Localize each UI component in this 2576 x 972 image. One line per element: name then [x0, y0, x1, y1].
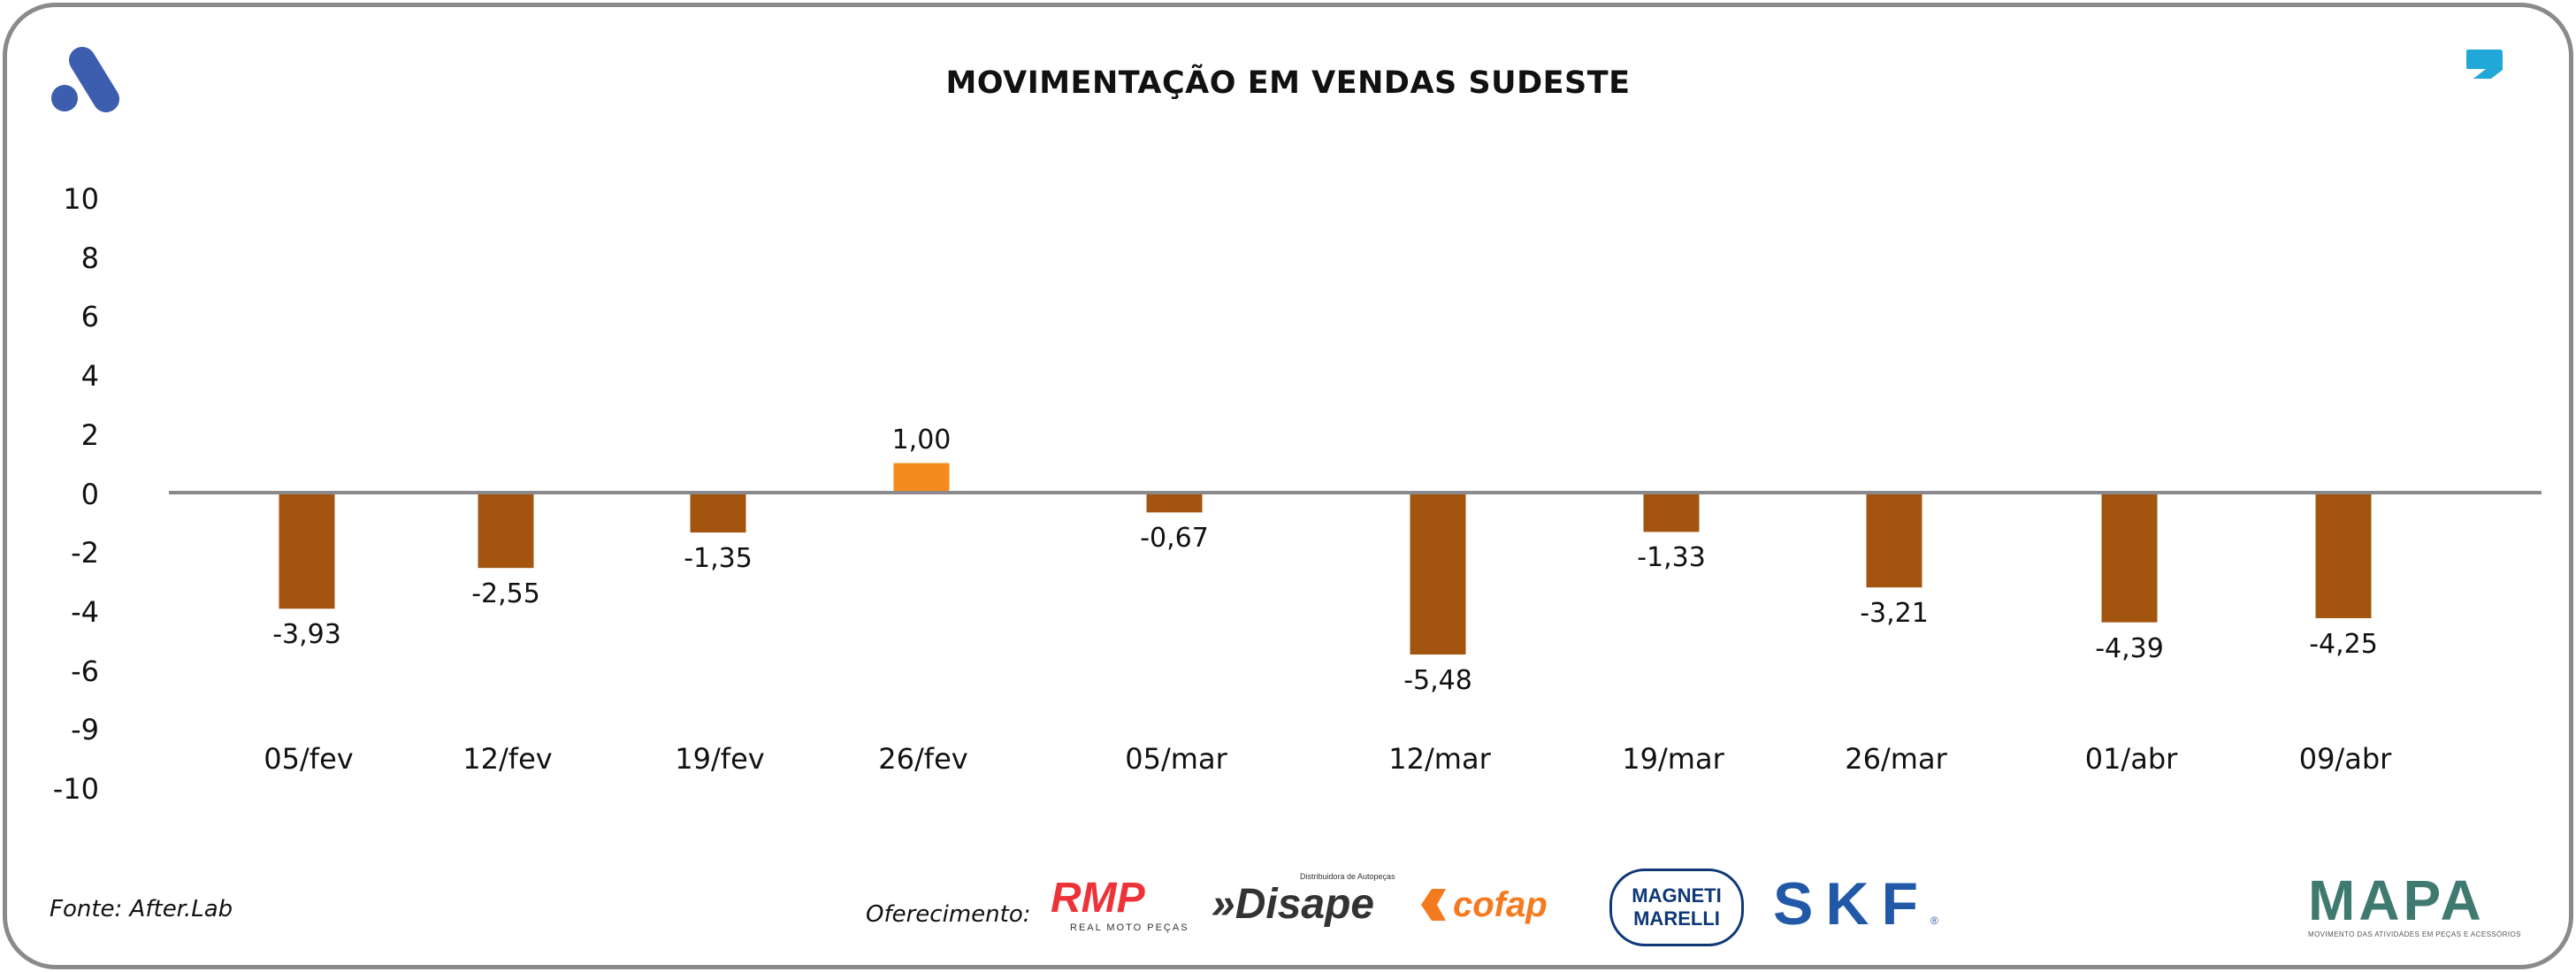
x-tick-label: 19/fev — [675, 742, 765, 776]
mapa-name: MAPA — [2308, 869, 2485, 932]
rmp-tagline: REAL MOTO PEÇAS — [1070, 922, 1189, 933]
bar — [2101, 493, 2158, 623]
y-tick-label: -9 — [71, 713, 99, 747]
data-label: -3,21 — [1860, 598, 1929, 630]
quote-logo-icon — [2466, 50, 2503, 79]
mapa-tagline: MOVIMENTO DAS ATIVIDADES EM PEÇAS E ACES… — [2308, 930, 2521, 938]
cofap-name: cofap — [1453, 885, 1548, 924]
disape-tagline: Distribuidora de Autopeças — [1300, 872, 1395, 881]
data-label: -5,48 — [1403, 665, 1472, 697]
bar — [279, 493, 335, 609]
data-label: -1,33 — [1637, 542, 1706, 574]
x-tick-label: 01/abr — [2084, 742, 2178, 776]
data-label: -4,25 — [2309, 628, 2378, 660]
registered-mark-icon: ® — [1930, 915, 1938, 927]
disape-name: Disape — [1234, 881, 1375, 928]
magneti-marelli-name: MAGNETI MARELLI — [1632, 884, 1722, 930]
y-tick-label: 2 — [80, 417, 99, 452]
chart-frame — [3, 3, 2573, 969]
source-note: Fonte: After.Lab — [50, 896, 233, 922]
data-label: -2,55 — [471, 578, 540, 610]
chart-title: MOVIMENTAÇÃO EM VENDAS SUDESTE — [945, 65, 1631, 101]
skf-logo: SKF® — [1773, 871, 1938, 937]
data-label: -1,35 — [684, 543, 753, 575]
skf-name: SKF — [1773, 870, 1930, 938]
bar — [2315, 493, 2372, 618]
y-tick-label: -2 — [71, 536, 99, 570]
disape-chevron-icon: » — [1212, 881, 1235, 928]
x-tick-label: 09/abr — [2298, 742, 2392, 776]
x-tick-label: 12/mar — [1388, 742, 1491, 776]
x-tick-label: 12/fev — [462, 742, 553, 776]
y-tick-label: 8 — [80, 241, 99, 275]
bar — [893, 463, 950, 493]
x-tick-label: 26/fev — [878, 742, 968, 776]
y-tick-label: -6 — [71, 654, 99, 688]
data-label: 1,00 — [891, 424, 952, 455]
rmp-name: RMP — [1051, 875, 1145, 922]
brand-a-logo-icon — [51, 47, 119, 112]
y-tick-label: -10 — [52, 772, 99, 806]
disape-logo: Distribuidora de Autopeças »Disape — [1212, 871, 1395, 928]
bar — [478, 493, 534, 569]
rmp-logo: RMP REAL MOTO PEÇAS — [1051, 876, 1189, 934]
y-tick-label: 4 — [80, 359, 99, 394]
y-tick-label: -4 — [71, 594, 99, 629]
offered-by-label: Oferecimento: — [866, 901, 1031, 928]
y-tick-label: 0 — [80, 477, 99, 511]
bar — [1643, 493, 1700, 532]
cofap-mark-icon — [1421, 889, 1446, 921]
data-label: -4,39 — [2095, 632, 2164, 664]
y-tick-label: 10 — [63, 182, 99, 216]
bar — [690, 493, 746, 533]
data-label: -0,67 — [1140, 523, 1209, 555]
magneti-marelli-logo: MAGNETI MARELLI — [1609, 869, 1744, 946]
x-tick-label: 05/fev — [264, 742, 354, 776]
y-tick-label: 6 — [80, 300, 99, 334]
bar — [1146, 493, 1203, 513]
x-tick-label: 05/mar — [1125, 742, 1227, 776]
x-tick-label: 19/mar — [1622, 742, 1724, 776]
data-label: -3,93 — [272, 619, 341, 651]
cofap-logo: cofap — [1419, 884, 1548, 925]
bar — [1866, 493, 1922, 588]
mapa-logo: MAPA MOVIMENTO DAS ATIVIDADES EM PEÇAS E… — [2308, 871, 2521, 939]
bar — [1410, 493, 1466, 655]
x-tick-label: 26/mar — [1845, 742, 1947, 776]
